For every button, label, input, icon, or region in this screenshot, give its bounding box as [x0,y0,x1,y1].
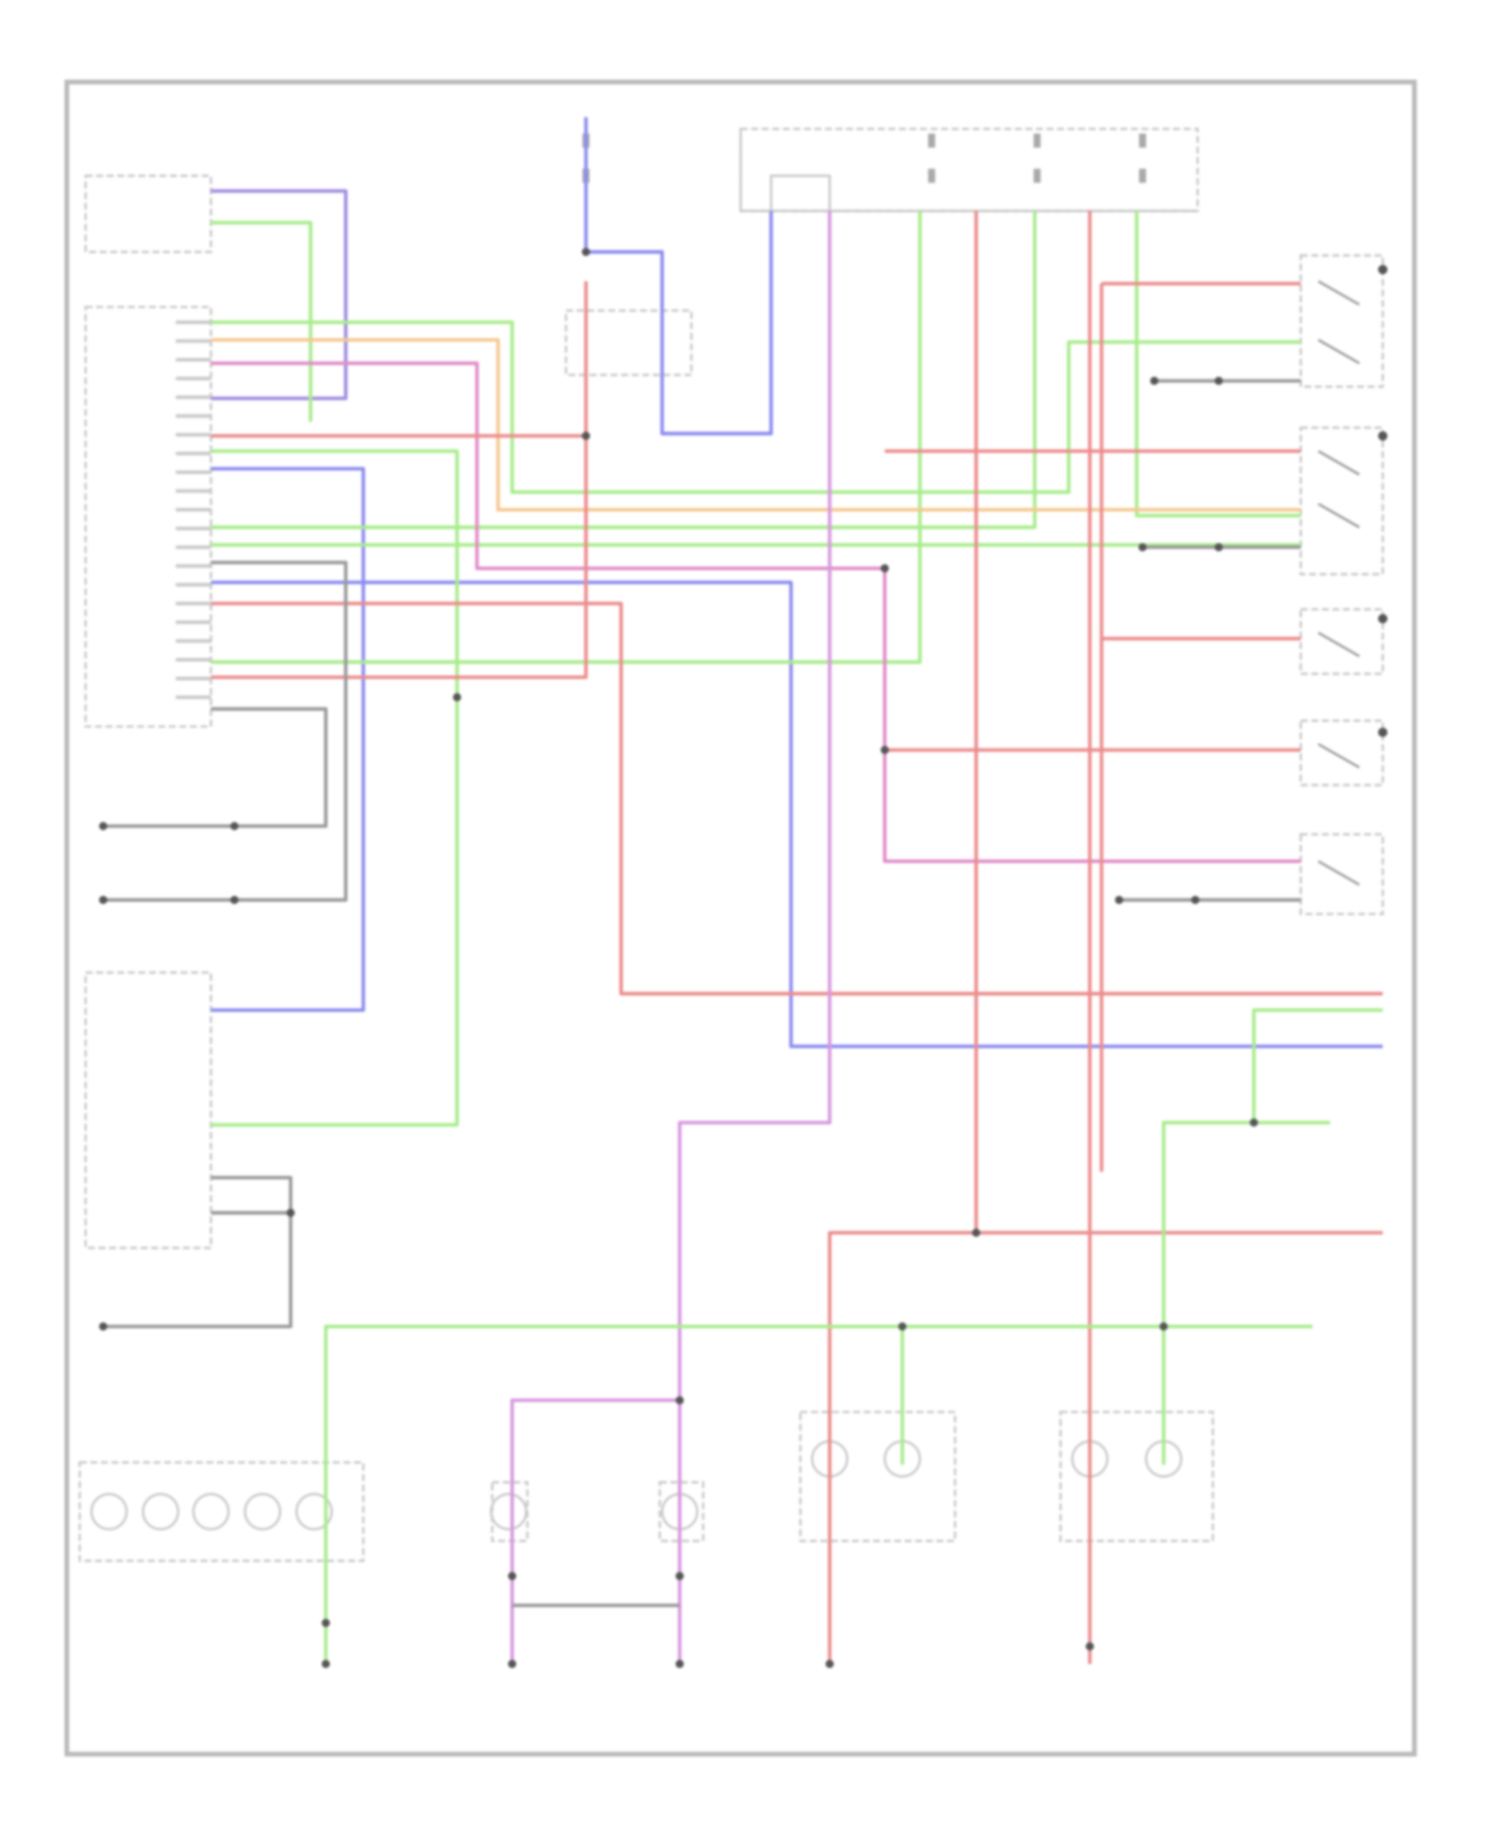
wire [210,189,348,401]
wire [210,449,459,1127]
junction-dot [1159,1322,1168,1331]
switch-3 [1299,608,1384,675]
wire [210,361,1301,864]
sensor-box [84,174,213,254]
junction-dot [898,1322,907,1331]
wire [210,220,313,422]
switch-contact-icon [1317,338,1360,365]
wire [210,601,1383,996]
wire [210,210,922,664]
wire [210,320,1301,494]
switch-5 [1299,833,1384,916]
bulb-icon [489,1492,528,1531]
junction-dot [99,1322,108,1331]
wire [510,1398,680,1664]
switch-4 [1299,719,1384,787]
fuse-block-bus [739,128,1196,213]
junction-dot [99,822,108,831]
bulb-icon [243,1492,282,1531]
wire [827,1230,1383,1664]
wire [103,1175,293,1329]
wire [210,281,588,680]
wire [324,1324,1313,1664]
junction-dot [286,1208,295,1217]
terminal-icon [1378,431,1388,441]
fuse-icon [1033,133,1041,148]
junction-dot [508,1571,517,1581]
junction-dot [1191,895,1200,905]
junction-dot [321,1659,330,1669]
bulb-icon [192,1492,230,1531]
wire [1161,1120,1331,1465]
lamp-cluster [78,1461,365,1563]
junction-dot [1150,376,1159,385]
junction-dot [675,1659,684,1669]
junction-dot [581,247,591,257]
junction-dot [1085,1642,1094,1651]
fuse-icon [1139,168,1147,183]
switch-contact-icon [1317,631,1360,658]
fuse-block [739,127,1199,213]
wire [584,117,773,436]
wire [103,707,328,828]
junction-dot [675,1571,684,1581]
wire [210,466,366,1012]
wire [210,210,1037,530]
bulb-icon [295,1492,333,1531]
junction-dot [452,693,462,702]
junction-dot [1138,543,1147,552]
switch-contact-icon [1317,450,1360,476]
switch-contact-icon [1317,743,1360,769]
junction-dot [1115,895,1124,905]
junction-dot [99,895,108,905]
wire [1252,1008,1383,1123]
lamp-a [491,1481,529,1543]
junctions-layer [99,247,1258,1669]
fuse-icon [928,133,936,148]
wire [210,338,1301,512]
junction-dot [581,431,591,441]
combination-lamp-right [1059,1410,1215,1543]
fuse-icon [1033,168,1041,183]
switch-1 [1299,254,1384,388]
fuse-link [769,174,831,211]
switch-2 [1299,426,1384,576]
wire [1134,210,1301,518]
bulb-icon [141,1492,180,1531]
junction-dot [825,1659,834,1669]
fuse-icon [928,168,936,183]
junction-dot [972,1228,981,1237]
combination-lamp-left [799,1410,957,1543]
switch-contact-icon [1317,280,1360,306]
junction-dot [880,745,889,755]
fuse-icon [1139,133,1147,148]
junction-dot [880,564,889,573]
junction-dot [1214,543,1223,552]
junction-dot [1214,376,1223,385]
junction-dot [230,822,239,831]
junction-dot [230,895,239,905]
wire [210,580,1383,1049]
terminal-icon [1378,264,1388,275]
wires-layer [103,117,1383,1664]
junction-dot [1249,1118,1258,1127]
bulb-icon [90,1492,128,1531]
diagram-frame [64,79,1417,1757]
combination-switch [84,971,213,1250]
terminal-icon [1378,727,1388,738]
junction-dot [675,1396,684,1405]
switch-contact-icon [1317,502,1360,529]
control-unit-connector [84,305,213,728]
junction-dot [321,1618,330,1628]
terminal-icon [1378,614,1388,624]
wire [103,560,348,902]
switch-contact-icon [1317,860,1360,886]
wire [677,210,832,1664]
junction-dot [508,1659,517,1669]
